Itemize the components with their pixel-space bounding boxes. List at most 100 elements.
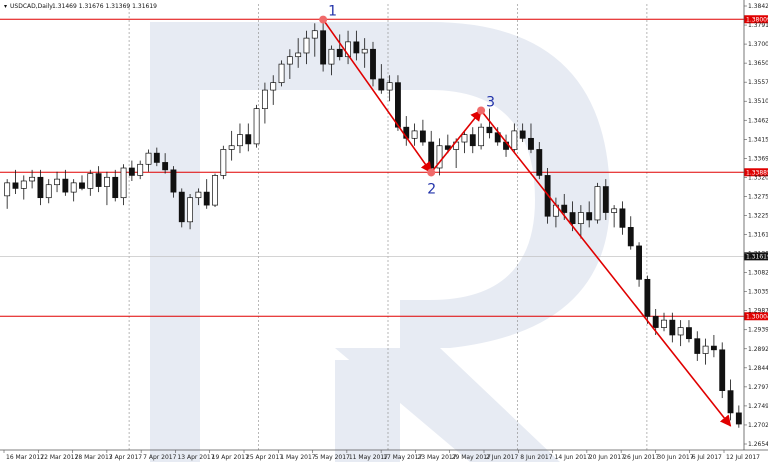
candle xyxy=(395,75,401,131)
time-tick-label: 20 Jun 2017 xyxy=(589,454,625,461)
candle-body-bull xyxy=(120,167,127,199)
candle-body-bear xyxy=(652,316,659,328)
candle-body-bear xyxy=(370,48,376,80)
price-tick-label: 1.30820 xyxy=(748,270,768,277)
candle xyxy=(328,45,335,76)
candle xyxy=(12,169,19,194)
candle xyxy=(95,166,102,193)
candle xyxy=(54,171,60,193)
watermark-foot xyxy=(335,360,400,462)
candle-body-bull xyxy=(4,182,11,197)
candle xyxy=(286,49,293,79)
candle xyxy=(79,175,85,191)
price-tick-label: 1.32750 xyxy=(748,193,768,200)
candle-body-bear xyxy=(735,412,742,425)
candle xyxy=(37,169,44,206)
candle xyxy=(536,142,543,180)
candle xyxy=(62,169,69,196)
candle xyxy=(627,216,634,250)
price-tick-label: 1.31619 xyxy=(748,232,768,239)
candle xyxy=(104,171,110,206)
level-price-tag xyxy=(744,168,768,177)
candle xyxy=(220,145,227,180)
time-tick-label: 12 Jul 2017 xyxy=(726,454,760,461)
candle xyxy=(237,123,243,154)
candle xyxy=(710,334,717,358)
candle-body-bull xyxy=(361,48,368,54)
candle xyxy=(303,30,310,65)
candle-body-bull xyxy=(461,134,468,143)
candle xyxy=(345,30,351,65)
candle xyxy=(278,60,285,87)
time-tick-label: 19 Apr 2017 xyxy=(212,454,249,461)
price-tick-label: 1.31300 xyxy=(748,251,768,258)
candle-body-bear xyxy=(569,212,576,225)
candle-body-bull xyxy=(270,82,277,91)
candle-body-bear xyxy=(486,126,493,134)
current-price-label: 1.31619 xyxy=(746,253,768,260)
time-tick-label: 13 Apr 2017 xyxy=(177,454,214,461)
time-tick-label: 17 May 2017 xyxy=(383,454,422,461)
candle-body-bear xyxy=(62,178,69,193)
price-tick-label: 1.32250 xyxy=(748,212,768,219)
time-tick-label: 25 Apr 2017 xyxy=(246,454,283,461)
candle-body-bull xyxy=(253,108,260,145)
candle xyxy=(511,123,518,154)
candle xyxy=(187,193,194,230)
candle-body-bear xyxy=(170,169,177,193)
candle xyxy=(694,331,701,361)
candle-body-bull xyxy=(386,82,393,91)
level-price-tag xyxy=(744,15,768,24)
candle-body-bear xyxy=(519,130,526,139)
candle-body-bull xyxy=(45,184,52,199)
candle-body-bear xyxy=(419,130,426,143)
candle xyxy=(361,38,368,68)
price-tick-label: 1.27970 xyxy=(748,384,768,391)
candle xyxy=(611,205,618,228)
candle-body-bull xyxy=(661,319,667,328)
candle xyxy=(619,201,626,235)
candle-body-bear xyxy=(710,345,717,351)
candle-body-bull xyxy=(478,126,485,147)
candle-body-bull xyxy=(303,37,310,54)
candle-body-bear xyxy=(636,245,642,280)
candle xyxy=(162,153,169,174)
candle-body-bear xyxy=(353,41,360,54)
candle xyxy=(677,320,684,347)
candle-body-bear xyxy=(395,82,401,128)
time-tick-label: 5 May 2017 xyxy=(315,454,350,461)
trend-arrow xyxy=(430,109,482,173)
candle xyxy=(461,130,468,154)
candle xyxy=(253,104,260,148)
candle xyxy=(128,160,135,181)
candle-body-bull xyxy=(20,180,27,189)
time-tick-label: 3 Apr 2017 xyxy=(109,454,142,461)
candle-body-bull xyxy=(295,52,302,58)
candle-body-bull xyxy=(411,130,418,139)
candle-body-bull xyxy=(702,345,709,354)
candle xyxy=(636,242,642,287)
time-tick-label: 16 Mar 2017 xyxy=(6,454,44,461)
candle xyxy=(29,169,36,189)
chart-header: ▾ USDCAD,Daily 1.31469 1.31676 1.31369 1… xyxy=(4,3,157,10)
candle xyxy=(311,23,318,57)
wave-point-marker xyxy=(319,15,328,24)
candle xyxy=(669,312,676,343)
candle xyxy=(45,179,52,204)
trend-arrows xyxy=(322,19,732,427)
candle-body-bull xyxy=(677,327,684,336)
candle xyxy=(203,179,210,209)
price-tick-label: 1.28440 xyxy=(748,365,768,372)
candle xyxy=(602,179,609,220)
dropdown-triangle-icon[interactable]: ▾ xyxy=(4,3,7,10)
price-tick-label: 1.26540 xyxy=(748,441,768,448)
candle xyxy=(702,338,709,365)
time-tick-label: 7 Apr 2017 xyxy=(143,454,176,461)
time-tick-label: 23 May 2017 xyxy=(417,454,456,461)
ohlc-readout: 1.31469 1.31676 1.31369 1.31619 xyxy=(52,3,157,10)
candle xyxy=(661,312,667,332)
candle-body-bull xyxy=(228,145,235,150)
